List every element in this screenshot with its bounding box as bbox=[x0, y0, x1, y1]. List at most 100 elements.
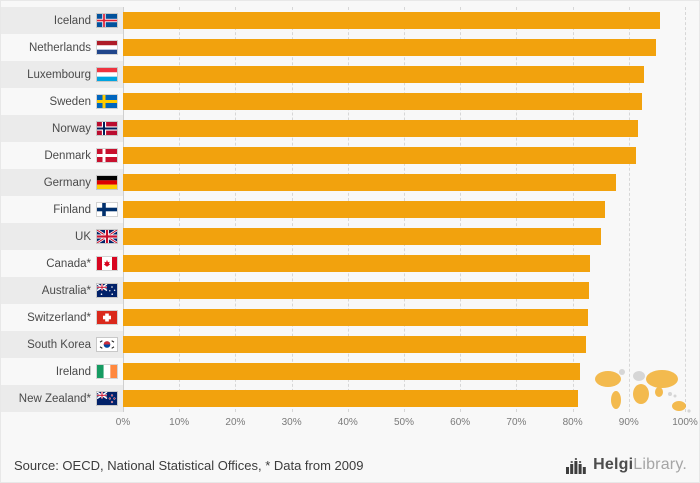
logo-text-secondary: Library. bbox=[633, 456, 687, 473]
gridline bbox=[628, 7, 630, 412]
uk-flag-icon bbox=[97, 230, 117, 243]
gridline bbox=[685, 7, 686, 412]
x-axis-tick: 40% bbox=[337, 417, 358, 428]
country-label: Canada* bbox=[46, 257, 91, 270]
x-axis-tick: 30% bbox=[281, 417, 302, 428]
country-label: Netherlands bbox=[28, 41, 91, 54]
country-label: Norway bbox=[52, 122, 91, 135]
x-axis-tick: 50% bbox=[393, 417, 415, 428]
country-label-cell: Denmark bbox=[1, 142, 123, 169]
bar-cell bbox=[123, 304, 699, 331]
country-label: UK bbox=[75, 230, 91, 243]
iceland-flag-icon bbox=[97, 14, 117, 27]
country-label: Germany bbox=[43, 176, 91, 189]
country-label-cell: Canada* bbox=[1, 250, 123, 277]
logo-text: HelgiLibrary. bbox=[593, 456, 687, 474]
country-label: Ireland bbox=[55, 365, 91, 378]
value-bar bbox=[123, 228, 601, 245]
bar-cell bbox=[123, 169, 699, 196]
bar-cell bbox=[123, 385, 699, 412]
value-bar bbox=[123, 201, 606, 218]
norway-flag-icon bbox=[97, 122, 117, 135]
value-bar bbox=[123, 174, 616, 191]
australia-flag-icon bbox=[97, 284, 117, 297]
country-label-cell: Finland bbox=[1, 196, 123, 223]
value-bar bbox=[123, 336, 586, 353]
bar-chart: Iceland Netherlands Luxembourg Sweden Norway… bbox=[1, 7, 699, 434]
chart-row: Denmark bbox=[1, 142, 699, 169]
value-bar bbox=[123, 363, 580, 380]
chart-row: Canada* bbox=[1, 250, 699, 277]
bar-cell bbox=[123, 196, 699, 223]
bar-cell bbox=[123, 250, 699, 277]
country-label-cell: Iceland bbox=[1, 7, 123, 34]
x-axis-tick: 90% bbox=[618, 417, 639, 428]
country-label-cell: South Korea bbox=[1, 331, 123, 358]
chart-row: Sweden bbox=[1, 88, 699, 115]
country-label: Finland bbox=[53, 203, 91, 216]
country-label: Denmark bbox=[44, 149, 91, 162]
canada-flag-icon bbox=[97, 257, 117, 270]
netherlands-flag-icon bbox=[97, 41, 117, 54]
value-bar bbox=[123, 147, 637, 164]
country-label-cell: New Zealand* bbox=[1, 385, 123, 412]
bar-cell bbox=[123, 223, 699, 250]
switzerland-flag-icon bbox=[97, 311, 117, 324]
sweden-flag-icon bbox=[97, 95, 117, 108]
germany-flag-icon bbox=[97, 176, 117, 189]
x-axis-tick: 60% bbox=[450, 417, 471, 428]
chart-row: Iceland bbox=[1, 7, 699, 34]
helgilibrary-logo[interactable]: HelgiLibrary. bbox=[566, 456, 687, 474]
bar-cell bbox=[123, 358, 699, 385]
value-bar bbox=[123, 66, 644, 83]
bar-cell bbox=[123, 34, 699, 61]
country-label-cell: Germany bbox=[1, 169, 123, 196]
x-axis-tick: 0% bbox=[115, 417, 131, 428]
country-label-cell: Australia* bbox=[1, 277, 123, 304]
new-zealand-flag-icon bbox=[97, 392, 117, 405]
x-axis-tick: 20% bbox=[225, 417, 246, 428]
country-label-cell: Norway bbox=[1, 115, 123, 142]
chart-row: Norway bbox=[1, 115, 699, 142]
chart-row: Switzerland* bbox=[1, 304, 699, 331]
chart-row: Germany bbox=[1, 169, 699, 196]
chart-row: South Korea bbox=[1, 331, 699, 358]
country-label: South Korea bbox=[27, 338, 91, 351]
x-axis: 0% 10% 20% 30% 40% 50% 60% 70% 80% 90% 100% bbox=[116, 417, 698, 432]
chart-row: Luxembourg bbox=[1, 61, 699, 88]
country-label-cell: Ireland bbox=[1, 358, 123, 385]
value-bar bbox=[123, 120, 639, 137]
chart-row: Ireland bbox=[1, 358, 699, 385]
world-map-watermark bbox=[595, 369, 691, 413]
value-bar bbox=[123, 12, 660, 29]
chart-row: Netherlands bbox=[1, 34, 699, 61]
x-axis-tick: 100% bbox=[672, 417, 698, 428]
country-label-cell: Netherlands bbox=[1, 34, 123, 61]
country-label-cell: Luxembourg bbox=[1, 61, 123, 88]
value-bar bbox=[123, 255, 591, 272]
x-axis-tick: 70% bbox=[506, 417, 527, 428]
helgilibrary-logo-icon bbox=[566, 457, 586, 474]
country-label: Switzerland* bbox=[27, 311, 91, 324]
source-note: Source: OECD, National Statistical Offic… bbox=[14, 457, 364, 473]
country-label: New Zealand* bbox=[18, 392, 91, 405]
country-label-cell: UK bbox=[1, 223, 123, 250]
country-label-cell: Sweden bbox=[1, 88, 123, 115]
country-label-cell: Switzerland* bbox=[1, 304, 123, 331]
chart-row: UK bbox=[1, 223, 699, 250]
chart-rows: Iceland Netherlands Luxembourg Sweden Norway… bbox=[1, 7, 699, 412]
country-label: Australia* bbox=[41, 284, 91, 297]
chart-row: Finland bbox=[1, 196, 699, 223]
value-bar bbox=[123, 390, 578, 407]
chart-row: Australia* bbox=[1, 277, 699, 304]
x-axis-tick: 80% bbox=[562, 417, 583, 428]
bar-cell bbox=[123, 331, 699, 358]
value-bar bbox=[123, 309, 589, 326]
bar-cell bbox=[123, 61, 699, 88]
chart-row: New Zealand* bbox=[1, 385, 699, 412]
country-label: Luxembourg bbox=[27, 68, 91, 81]
value-bar bbox=[123, 282, 589, 299]
x-axis-tick: 10% bbox=[169, 417, 190, 428]
bar-cell bbox=[123, 115, 699, 142]
